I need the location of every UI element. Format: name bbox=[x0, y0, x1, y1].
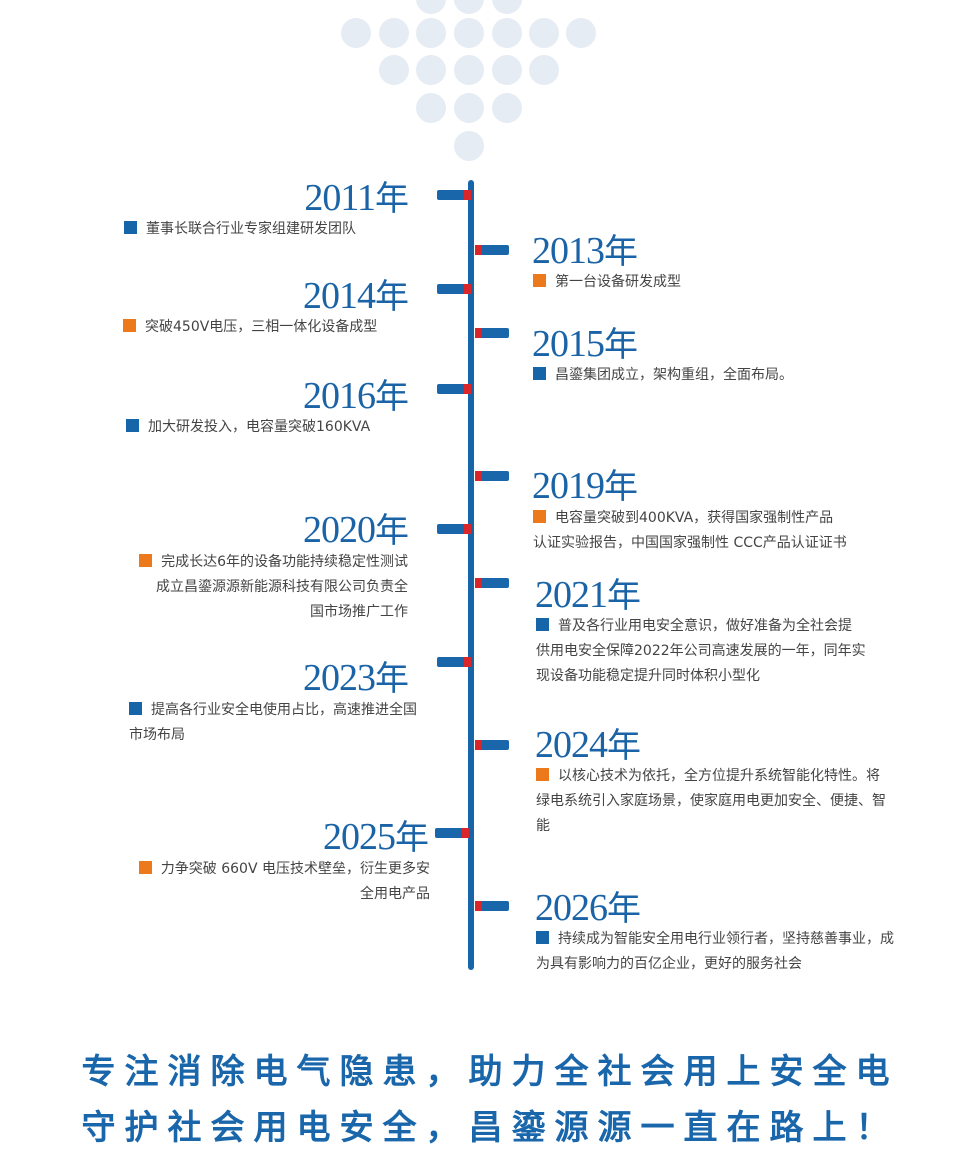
milestone-year: 2024年 bbox=[535, 724, 641, 766]
bullet-square-icon bbox=[129, 702, 142, 715]
milestone-description: 提高各行业安全电使用占比，高速推进全国 市场布局 bbox=[129, 702, 417, 743]
milestone-year: 2011年 bbox=[304, 177, 409, 219]
bullet-square-icon bbox=[138, 861, 152, 874]
milestone-year: 2021年 bbox=[535, 574, 641, 616]
milestone-year: 2019年 bbox=[532, 465, 638, 507]
milestone-description: 第一台设备研发成型 bbox=[533, 270, 681, 295]
timeline-marker bbox=[437, 384, 471, 394]
milestone-description: 力争突破 660V 电压技术壁垒，衍生更多安 全用电产品 bbox=[138, 857, 430, 907]
slogan-line-2: 守护社会用电安全，昌鎏源源一直在路上！ bbox=[81, 1108, 899, 1148]
slogan-line-1: 专注消除电气隐患，助力全社会用上安全电 bbox=[81, 1052, 899, 1092]
timeline-marker bbox=[475, 471, 509, 481]
milestone-description: 完成长达6年的设备功能持续稳定性测试 成立昌鎏源源新能源科技有限公司负责全 国市… bbox=[139, 550, 408, 625]
bullet-square-icon bbox=[123, 319, 136, 332]
timeline-marker bbox=[475, 740, 509, 750]
bullet-square-icon bbox=[139, 554, 153, 567]
bullet-square-icon bbox=[536, 768, 549, 781]
milestone-year: 2026年 bbox=[535, 887, 641, 929]
timeline-marker bbox=[475, 901, 509, 911]
bullet-square-icon bbox=[126, 419, 139, 432]
milestone-description: 普及各行业用电安全意识，做好准备为全社会提 供用电安全保障2022年公司高速发展… bbox=[536, 618, 866, 684]
bullet-square-icon bbox=[533, 510, 546, 523]
timeline-marker bbox=[437, 657, 471, 667]
milestone-year: 2025年 bbox=[323, 816, 429, 858]
milestone-year: 2016年 bbox=[303, 375, 409, 417]
milestone-description: 昌鎏集团成立，架构重组，全面布局。 bbox=[533, 363, 793, 388]
milestone-description: 持续成为智能安全用电行业领行者，坚持慈善事业，成 为具有影响力的百亿企业，更好的… bbox=[536, 931, 894, 972]
milestone-year: 2013年 bbox=[532, 230, 638, 272]
milestone-description: 加大研发投入，电容量突破160KVA bbox=[126, 415, 370, 440]
milestone-description: 以核心技术为依托，全方位提升系统智能化特性。将 绿电系统引入家庭场景，使家庭用电… bbox=[536, 768, 886, 834]
timeline-marker bbox=[437, 284, 471, 294]
milestone-description: 电容量突破到400KVA，获得国家强制性产品 认证实验报告，中国国家强制性 CC… bbox=[533, 510, 847, 551]
timeline-marker bbox=[475, 578, 509, 588]
milestone-year: 2020年 bbox=[303, 509, 409, 551]
bullet-square-icon bbox=[533, 367, 546, 380]
milestone-year: 2023年 bbox=[303, 657, 409, 699]
timeline-axis bbox=[468, 180, 474, 970]
timeline-marker bbox=[437, 190, 471, 200]
timeline-marker bbox=[437, 524, 471, 534]
timeline-marker bbox=[475, 245, 509, 255]
bullet-square-icon bbox=[536, 931, 549, 944]
milestone-year: 2015年 bbox=[532, 323, 638, 365]
timeline-marker bbox=[435, 828, 469, 838]
timeline-marker bbox=[475, 328, 509, 338]
milestone-description: 突破450V电压，三相一体化设备成型 bbox=[123, 315, 377, 340]
milestone-description: 董事长联合行业专家组建研发团队 bbox=[124, 217, 356, 242]
bullet-square-icon bbox=[536, 618, 549, 631]
milestone-year: 2014年 bbox=[303, 275, 409, 317]
bullet-square-icon bbox=[533, 274, 546, 287]
bullet-square-icon bbox=[124, 221, 137, 234]
